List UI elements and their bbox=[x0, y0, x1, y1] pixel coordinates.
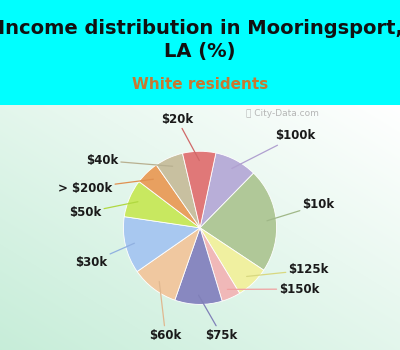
Text: $125k: $125k bbox=[247, 264, 329, 276]
Text: $60k: $60k bbox=[150, 281, 182, 342]
Text: $50k: $50k bbox=[69, 202, 138, 219]
Text: $30k: $30k bbox=[75, 243, 134, 269]
Wedge shape bbox=[124, 217, 200, 272]
Wedge shape bbox=[200, 153, 254, 228]
Wedge shape bbox=[156, 153, 200, 228]
Text: $10k: $10k bbox=[267, 198, 335, 221]
Text: ⓘ City-Data.com: ⓘ City-Data.com bbox=[246, 109, 319, 118]
Text: $150k: $150k bbox=[228, 282, 320, 296]
Wedge shape bbox=[200, 228, 264, 293]
Text: $40k: $40k bbox=[86, 154, 172, 167]
Wedge shape bbox=[200, 228, 240, 301]
Wedge shape bbox=[200, 173, 276, 270]
Wedge shape bbox=[175, 228, 222, 304]
Text: $75k: $75k bbox=[198, 295, 238, 342]
Wedge shape bbox=[137, 228, 200, 300]
Text: > $200k: > $200k bbox=[58, 179, 153, 195]
Text: White residents: White residents bbox=[132, 77, 268, 92]
Wedge shape bbox=[124, 182, 200, 228]
Text: $20k: $20k bbox=[161, 113, 199, 160]
Wedge shape bbox=[182, 151, 216, 228]
Text: Income distribution in Mooringsport,
LA (%): Income distribution in Mooringsport, LA … bbox=[0, 19, 400, 61]
Wedge shape bbox=[139, 165, 200, 228]
Text: $100k: $100k bbox=[232, 130, 316, 168]
